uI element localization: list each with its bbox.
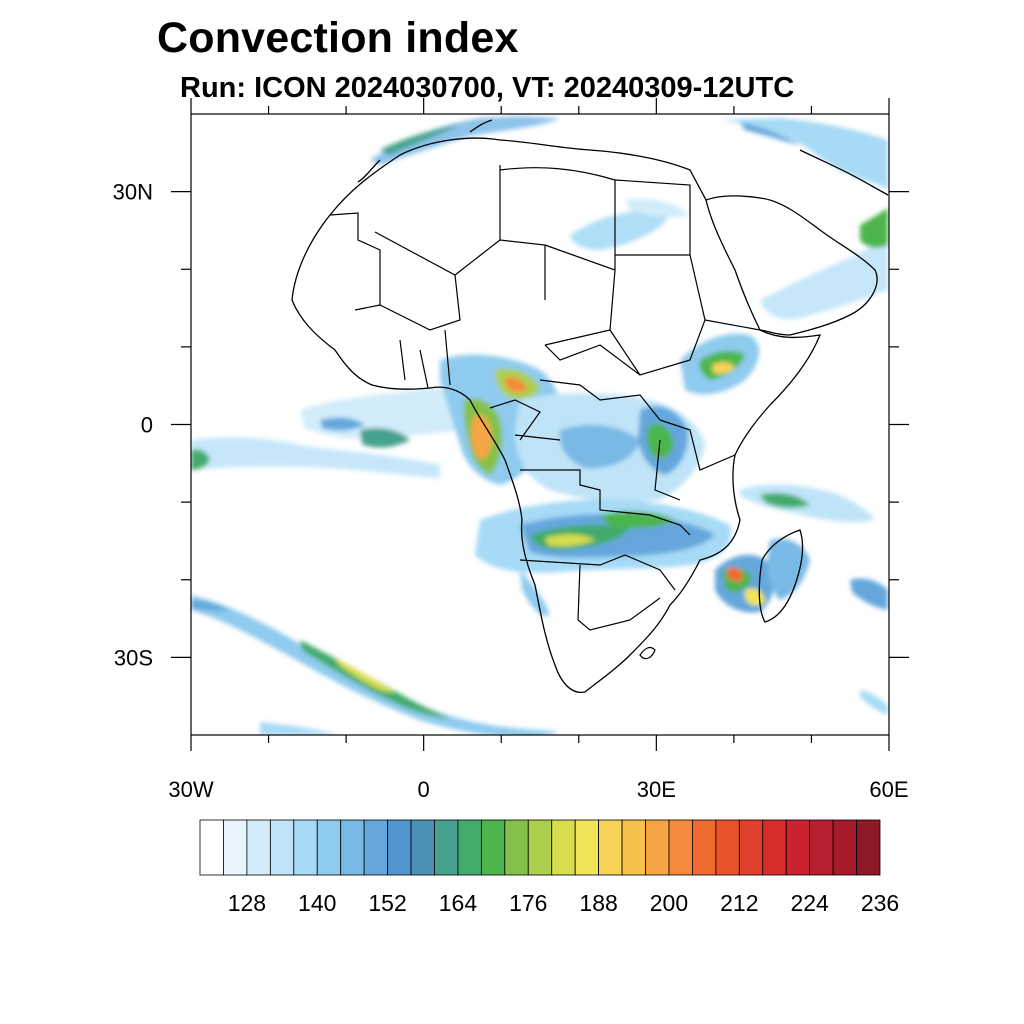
colorbar-swatch	[621, 819, 646, 876]
colorbar-swatch	[363, 819, 388, 876]
colorbar-swatch	[785, 819, 811, 876]
colorbar-swatch	[668, 819, 693, 876]
colorbar	[199, 819, 881, 876]
axis-tick-labels: 30W 0 30E 60E 30N 0 30S	[113, 180, 909, 802]
chart-subtitle: Run: ICON 2024030700, VT: 20240309-12UTC	[180, 72, 795, 104]
colorbar-swatch	[480, 819, 506, 876]
axis-ticks	[171, 98, 909, 751]
colorbar-swatch	[293, 819, 318, 876]
colorbar-swatch	[527, 819, 553, 876]
colorbar-swatch	[387, 819, 412, 876]
colorbar-swatch	[574, 819, 600, 876]
colorbar-swatch	[504, 819, 529, 876]
y-tick-label: 0	[141, 413, 153, 438]
colorbar-label: 128	[228, 890, 266, 916]
colorbar-labels: 128 140 152 164 176 188 200 212 224 236	[228, 890, 899, 916]
colorbar-swatch	[340, 819, 365, 876]
colorbar-swatch	[269, 819, 295, 876]
colorbar-swatch	[645, 819, 670, 876]
colorbar-swatch	[551, 819, 576, 876]
colorbar-swatch	[856, 819, 881, 876]
colorbar-label: 188	[579, 890, 617, 916]
colorbar-label: 152	[368, 890, 406, 916]
colorbar-swatch	[832, 819, 857, 876]
chart-title: Convection index	[157, 14, 519, 62]
x-tick-label: 30W	[168, 777, 213, 802]
x-tick-label: 0	[418, 777, 430, 802]
colorbar-swatch	[223, 819, 248, 876]
colorbar-swatch	[199, 819, 224, 876]
colorbar-label: 224	[790, 890, 829, 916]
convection-field	[191, 116, 888, 735]
colorbar-label: 212	[720, 890, 758, 916]
y-tick-label: 30S	[114, 645, 153, 670]
colorbar-swatch	[598, 819, 623, 876]
colorbar-swatch	[410, 819, 435, 876]
x-tick-label: 30E	[637, 777, 676, 802]
colorbar-label: 236	[861, 890, 899, 916]
x-tick-label: 60E	[869, 777, 908, 802]
colorbar-swatch	[692, 819, 717, 876]
coastlines	[291, 119, 889, 693]
colorbar-swatch	[809, 819, 834, 876]
y-tick-label: 30N	[113, 180, 153, 205]
colorbar-swatch	[457, 819, 482, 876]
colorbar-label: 176	[509, 890, 547, 916]
colorbar-swatch	[715, 819, 740, 876]
country-borders	[329, 165, 761, 660]
colorbar-swatch	[738, 819, 764, 876]
colorbar-label: 164	[439, 890, 478, 916]
colorbar-label: 200	[650, 890, 688, 916]
colorbar-swatch	[246, 819, 271, 876]
colorbar-swatch	[434, 819, 459, 876]
colorbar-label: 140	[298, 890, 336, 916]
colorbar-swatch	[316, 819, 342, 876]
colorbar-swatch	[762, 819, 787, 876]
